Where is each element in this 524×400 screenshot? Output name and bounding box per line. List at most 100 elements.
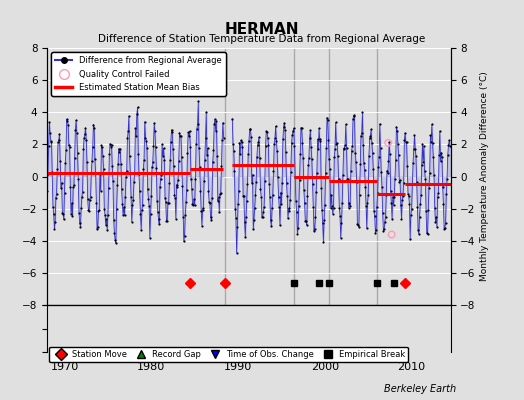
- Point: [399, 193, 407, 200]
- Point: [57, 185, 65, 191]
- Point: [412, 178, 421, 185]
- Point: [420, 168, 429, 174]
- Point: [374, 164, 383, 170]
- Point: [257, 194, 265, 200]
- Point: [410, 132, 419, 138]
- Point: [398, 196, 407, 203]
- Point: [216, 190, 224, 197]
- Point: [297, 124, 305, 131]
- Point: [403, 162, 411, 169]
- Point: [127, 194, 135, 200]
- Legend: Difference from Regional Average, Quality Control Failed, Estimated Station Mean: Difference from Regional Average, Qualit…: [51, 52, 226, 96]
- Point: [320, 217, 329, 223]
- Point: [66, 184, 74, 190]
- Point: [171, 195, 179, 201]
- Point: [139, 166, 148, 172]
- Point: [375, 154, 383, 160]
- Point: [340, 146, 348, 152]
- Point: [304, 162, 312, 168]
- Point: [117, 160, 125, 167]
- Point: [372, 226, 380, 233]
- Point: [155, 221, 163, 228]
- Point: [133, 104, 141, 110]
- Point: [232, 215, 240, 221]
- Point: [258, 214, 266, 220]
- Point: [363, 225, 371, 232]
- Point: [140, 118, 149, 125]
- Point: [182, 187, 191, 193]
- Point: [104, 211, 112, 218]
- Point: [200, 178, 208, 184]
- Point: [291, 174, 299, 180]
- Point: [377, 169, 386, 176]
- Point: [439, 201, 447, 207]
- Point: [426, 132, 434, 139]
- Point: [52, 191, 61, 197]
- Point: [195, 145, 203, 152]
- Point: [366, 133, 375, 140]
- Point: [386, 151, 394, 157]
- Point: [158, 141, 166, 148]
- Point: [60, 190, 69, 196]
- Point: [247, 133, 255, 140]
- Point: [165, 200, 173, 206]
- Point: [442, 190, 451, 197]
- Point: [122, 174, 130, 181]
- Point: [433, 224, 441, 230]
- Point: [111, 236, 119, 243]
- Point: [149, 143, 158, 149]
- Point: [228, 115, 236, 122]
- Point: [52, 195, 60, 201]
- Point: [287, 140, 296, 146]
- Point: [395, 152, 403, 158]
- Point: [106, 143, 115, 150]
- Point: [214, 198, 222, 204]
- Point: [310, 228, 318, 234]
- Point: [165, 180, 173, 186]
- Point: [144, 196, 152, 202]
- Point: [430, 172, 438, 179]
- Point: [266, 194, 274, 200]
- Point: [420, 143, 428, 149]
- Point: [49, 204, 57, 210]
- Point: [43, 171, 52, 178]
- Point: [315, 138, 324, 144]
- Point: [145, 202, 154, 209]
- Point: [255, 134, 263, 140]
- Point: [90, 124, 99, 131]
- Point: [141, 134, 150, 141]
- Point: [446, 143, 454, 149]
- Point: [410, 146, 418, 152]
- Point: [316, 136, 325, 142]
- Point: [339, 172, 347, 178]
- Point: [72, 117, 80, 123]
- Point: [237, 137, 245, 144]
- Point: [218, 137, 226, 144]
- Point: [412, 153, 420, 159]
- Point: [94, 208, 103, 214]
- Point: [100, 165, 108, 172]
- Point: [188, 185, 196, 192]
- Point: [340, 145, 348, 151]
- Point: [143, 144, 151, 151]
- Point: [371, 230, 379, 237]
- Point: [60, 216, 68, 222]
- Point: [198, 222, 206, 229]
- Point: [348, 143, 356, 149]
- Point: [121, 212, 129, 218]
- Point: [82, 136, 91, 143]
- Point: [333, 140, 341, 146]
- Point: [46, 130, 54, 136]
- Point: [128, 202, 137, 208]
- Point: [54, 139, 62, 146]
- Point: [260, 204, 268, 210]
- Point: [441, 220, 450, 226]
- Point: [443, 176, 451, 182]
- Point: [357, 130, 366, 136]
- Point: [313, 136, 322, 142]
- Text: Difference of Station Temperature Data from Regional Average: Difference of Station Temperature Data f…: [99, 34, 425, 44]
- Point: [323, 114, 331, 121]
- Point: [368, 150, 377, 156]
- Point: [344, 204, 353, 211]
- Point: [140, 156, 148, 163]
